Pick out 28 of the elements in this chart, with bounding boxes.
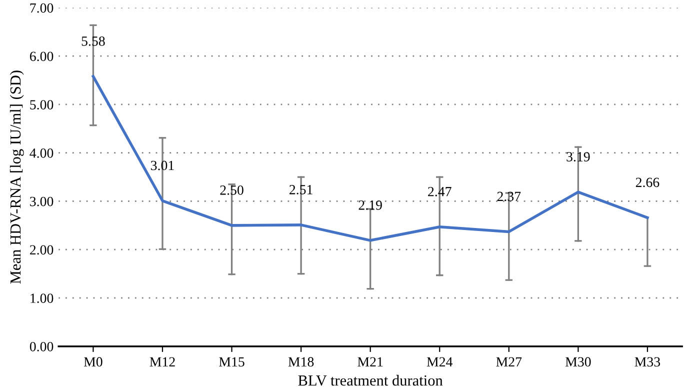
text: 2.19 — [358, 200, 382, 210]
x-axis-title: BLV treatment duration — [298, 374, 443, 386]
x-tick-label: M15 — [219, 357, 244, 367]
x-tick-label: M30 — [565, 357, 591, 367]
x-tick-label: M0 — [84, 357, 102, 367]
text: 2.66 — [636, 178, 660, 188]
text: 2.50 — [220, 185, 244, 195]
y-axis-title: Mean HDV-RNA [log IU/ml] (SD) — [10, 70, 24, 284]
y-tick-label: 5.00 — [30, 100, 54, 110]
y-tick-label: 3.00 — [30, 196, 54, 206]
x-tick-label: M27 — [496, 357, 522, 366]
y-tick-label: 1.00 — [30, 294, 54, 304]
text: 3.01 — [151, 160, 174, 170]
y-tick-label: 4.00 — [30, 148, 54, 158]
y-tick-label: 2.00 — [30, 245, 54, 255]
y-tick-label: 0.00 — [30, 342, 54, 352]
text: 5.58 — [82, 36, 105, 46]
y-tick-label: 7.00 — [30, 3, 54, 13]
text: 2.51 — [290, 185, 312, 194]
x-tick-label: M21 — [358, 357, 383, 366]
y-tick-label: 6.00 — [30, 52, 54, 62]
x-tick-label: M18 — [288, 357, 314, 367]
text: 3.19 — [566, 152, 590, 162]
text: 2.47 — [428, 186, 452, 196]
x-tick-label: M12 — [150, 357, 175, 366]
text: 2.37 — [497, 192, 521, 202]
x-tick-label: M33 — [634, 357, 660, 367]
x-tick-label: M24 — [426, 357, 453, 366]
